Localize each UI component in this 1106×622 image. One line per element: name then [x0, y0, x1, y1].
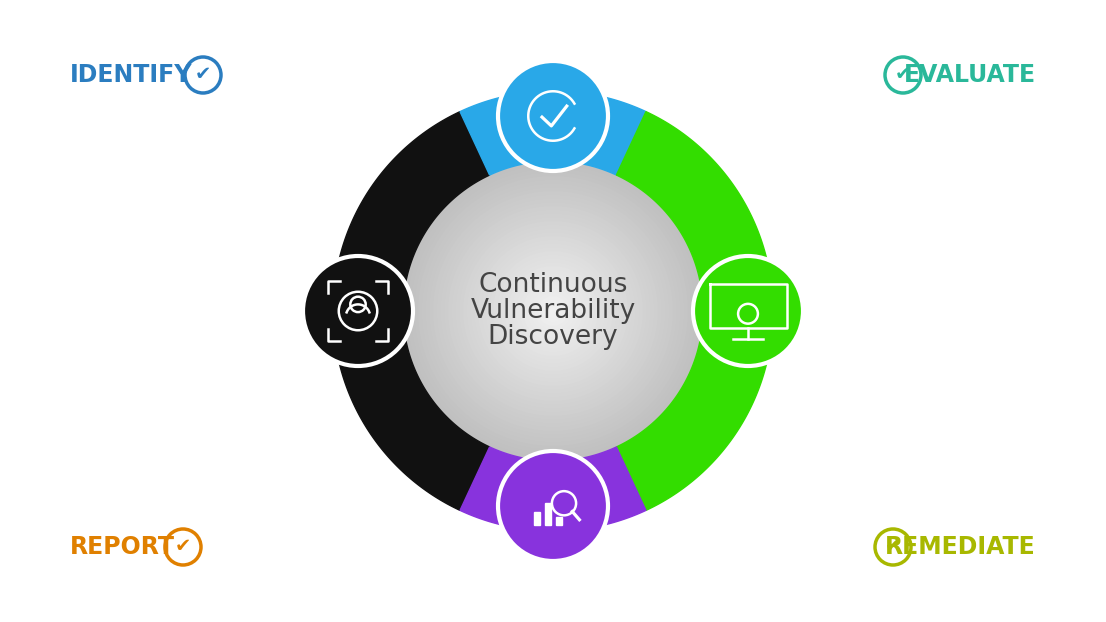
Text: ✔: ✔	[195, 65, 211, 85]
Circle shape	[498, 61, 608, 171]
Circle shape	[407, 165, 699, 457]
Circle shape	[429, 187, 677, 435]
Circle shape	[497, 255, 609, 367]
Text: Vulnerability: Vulnerability	[470, 298, 636, 324]
Circle shape	[498, 451, 608, 561]
Circle shape	[456, 213, 650, 409]
Circle shape	[403, 161, 703, 461]
Circle shape	[531, 289, 575, 333]
Circle shape	[459, 217, 647, 405]
Circle shape	[463, 221, 643, 401]
Circle shape	[523, 281, 583, 341]
Circle shape	[693, 256, 803, 366]
Polygon shape	[545, 503, 552, 525]
Text: IDENTIFY: IDENTIFY	[70, 63, 192, 87]
Text: REPORT: REPORT	[70, 535, 175, 559]
Circle shape	[434, 191, 672, 431]
Circle shape	[508, 266, 598, 356]
Circle shape	[474, 232, 632, 390]
Circle shape	[526, 285, 580, 337]
Circle shape	[493, 251, 613, 371]
Circle shape	[550, 307, 556, 315]
Circle shape	[437, 195, 669, 427]
Circle shape	[421, 180, 685, 442]
Text: ✔: ✔	[175, 537, 191, 557]
Circle shape	[426, 183, 680, 439]
Circle shape	[448, 206, 658, 416]
Circle shape	[467, 225, 639, 397]
Text: EVALUATE: EVALUATE	[904, 63, 1036, 87]
Circle shape	[482, 239, 624, 383]
Circle shape	[501, 259, 605, 363]
Circle shape	[545, 304, 561, 318]
Circle shape	[542, 300, 564, 322]
Text: ✔: ✔	[885, 537, 901, 557]
Polygon shape	[616, 111, 773, 511]
Circle shape	[486, 243, 620, 379]
Circle shape	[418, 176, 688, 446]
Text: Discovery: Discovery	[488, 324, 618, 350]
Circle shape	[512, 270, 594, 352]
Circle shape	[415, 172, 691, 450]
Circle shape	[504, 262, 602, 360]
Text: REMEDIATE: REMEDIATE	[885, 535, 1036, 559]
Text: Continuous: Continuous	[478, 272, 628, 298]
Circle shape	[470, 228, 636, 394]
Polygon shape	[333, 111, 490, 511]
Circle shape	[534, 292, 572, 330]
Circle shape	[478, 236, 628, 386]
Circle shape	[445, 202, 661, 420]
Circle shape	[410, 169, 696, 453]
Circle shape	[440, 198, 666, 424]
Text: ✔: ✔	[895, 65, 911, 85]
Polygon shape	[555, 517, 562, 525]
Circle shape	[538, 296, 568, 326]
Circle shape	[489, 248, 617, 374]
Circle shape	[519, 277, 587, 345]
Polygon shape	[460, 447, 646, 531]
Circle shape	[515, 274, 591, 348]
Polygon shape	[460, 91, 646, 175]
Circle shape	[451, 210, 655, 412]
Polygon shape	[534, 511, 541, 525]
Circle shape	[303, 256, 413, 366]
